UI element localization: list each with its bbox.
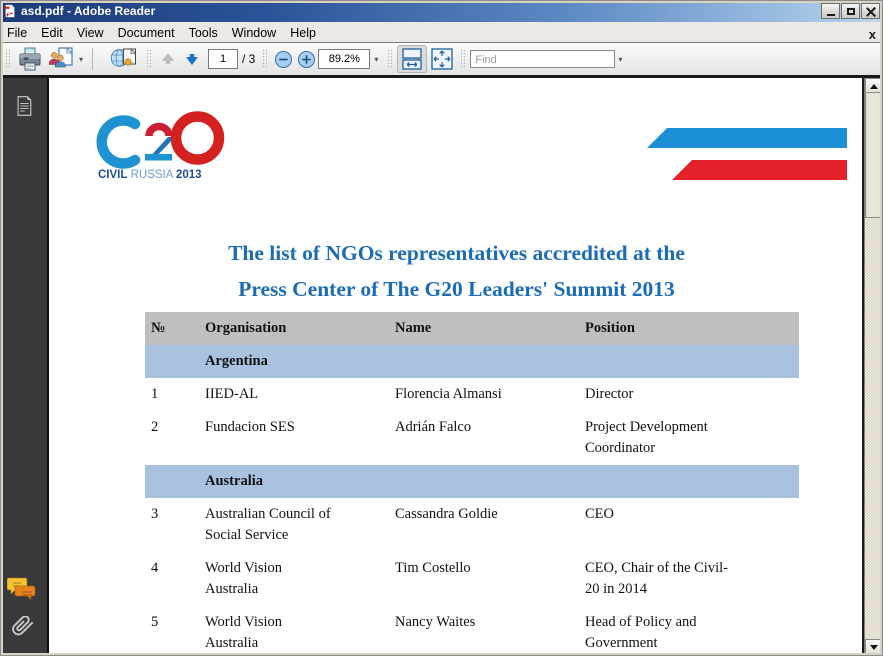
svg-text:CIVIL RUSSIA 2013: CIVIL RUSSIA 2013	[98, 169, 202, 181]
